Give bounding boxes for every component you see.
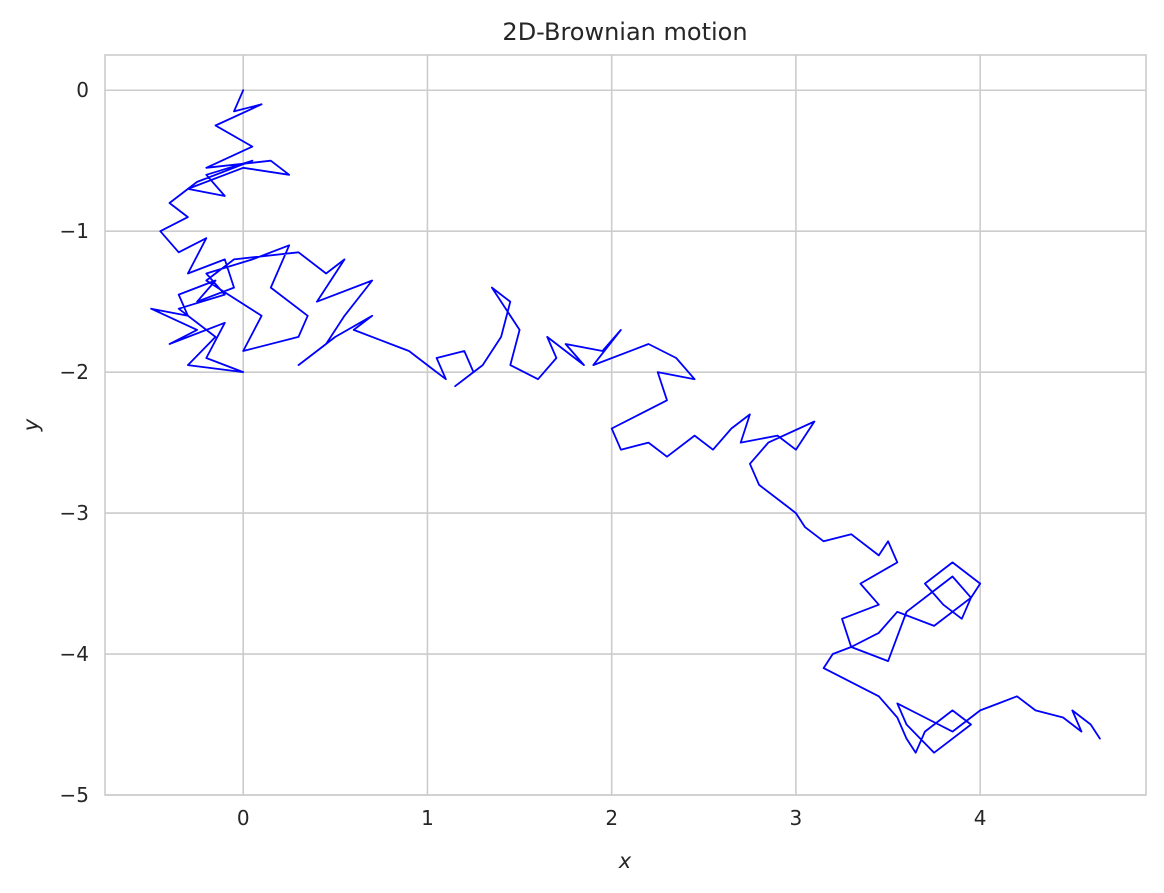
x-axis-ticks: 0 1 2 3 4 [237, 806, 987, 830]
x-axis-label: x [618, 849, 632, 873]
x-tick-label: 2 [605, 806, 618, 830]
brownian-path-series-0 [150, 89, 1101, 754]
plot-area [104, 54, 1147, 796]
y-tick-label: −2 [60, 360, 89, 384]
chart-title: 2D-Brownian motion [502, 18, 747, 46]
y-tick-label: −3 [60, 501, 89, 525]
y-axis-ticks: 0 −1 −2 −3 −4 −5 [60, 78, 89, 807]
y-tick-label: 0 [76, 78, 89, 102]
x-tick-label: 0 [237, 806, 250, 830]
plot-background [105, 55, 1146, 795]
x-tick-label: 4 [974, 806, 987, 830]
y-tick-label: −1 [60, 219, 89, 243]
x-tick-label: 1 [421, 806, 434, 830]
plot-border [104, 54, 1147, 796]
series-layer [150, 89, 1101, 754]
x-tick-label: 3 [790, 806, 803, 830]
plot-frame [104, 54, 1147, 796]
y-tick-label: −5 [60, 783, 89, 807]
y-tick-label: −4 [60, 642, 89, 666]
y-axis-label: y [19, 418, 43, 432]
